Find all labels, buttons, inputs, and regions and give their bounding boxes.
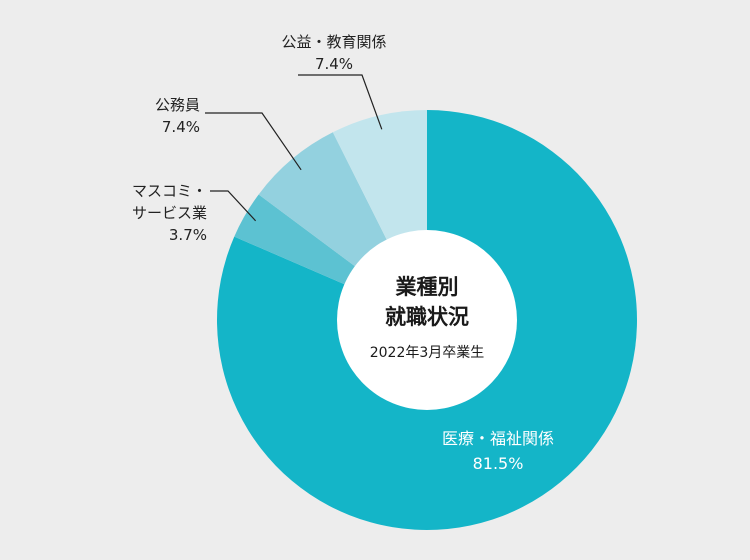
donut-hole [337, 230, 517, 410]
leader-line-3 [298, 74, 383, 130]
slice-1-value-label: 3.7% [169, 226, 207, 244]
leader-line-1 [210, 190, 257, 222]
leader-lines [205, 74, 383, 222]
slice-2-name-label: 公務員 [155, 96, 200, 114]
center-subtitle: 2022年3月卒業生 [370, 345, 485, 361]
center-title-line-1: 業種別 [396, 275, 459, 299]
slice-3-name-label: 公益・教育関係 [281, 33, 386, 51]
slice-labels: 医療・福祉関係 81.5% マスコミ・サービス業 3.7% 公務員 7.4% 公益・教育関係… [132, 33, 554, 473]
slice-3-value-label: 7.4% [315, 55, 353, 73]
slice-1-name-label: マスコミ・ [132, 182, 207, 200]
slice-0-value-label: 81.5% [473, 454, 524, 473]
leader-line-2 [205, 112, 302, 171]
center-title-line-2: 就職状況 [385, 305, 469, 329]
slice-0-name-label: 医療・福祉関係 [442, 429, 554, 448]
slice-2-value-label: 7.4% [162, 118, 200, 136]
slice-1-name-label: サービス業 [132, 204, 207, 222]
